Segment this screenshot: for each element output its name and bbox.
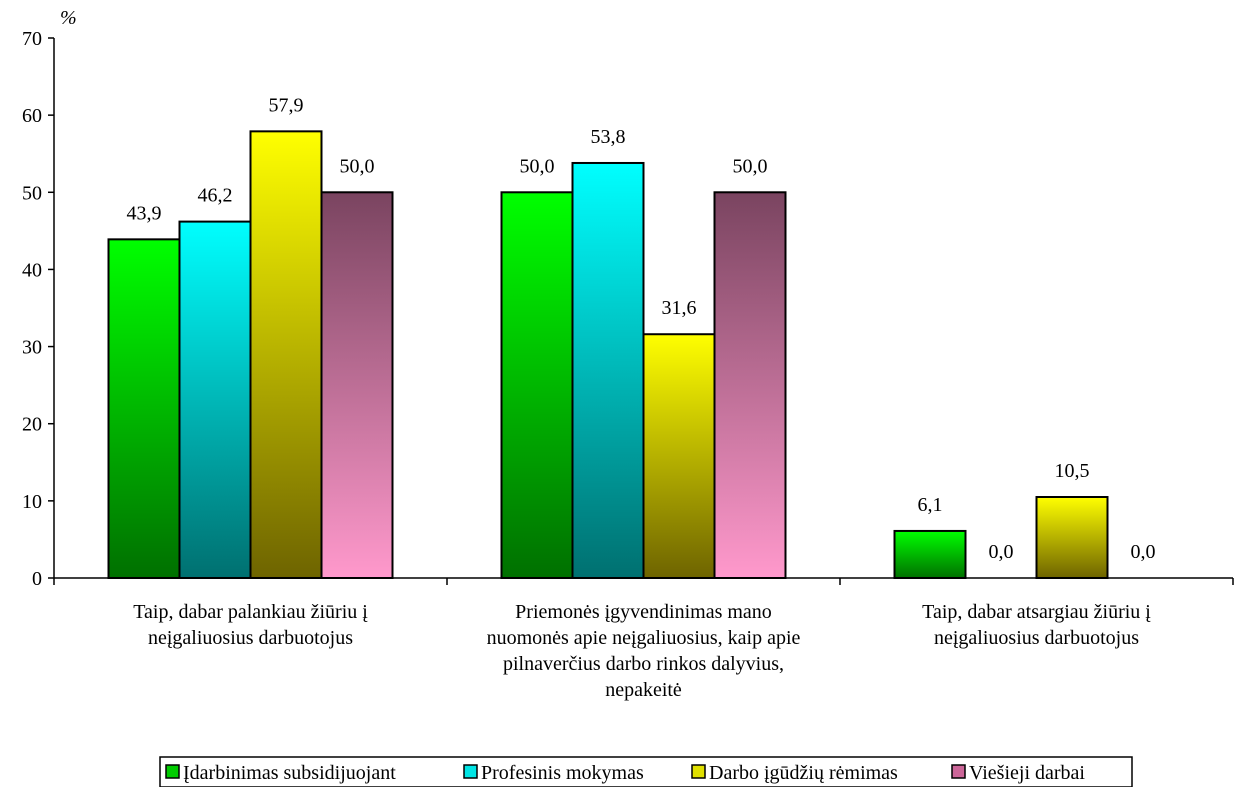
data-label: 0,0 <box>989 541 1014 563</box>
legend-box <box>159 756 1133 788</box>
legend-swatch <box>691 764 706 779</box>
bar <box>320 191 394 580</box>
data-label: 53,8 <box>591 126 626 148</box>
legend-label: Viešieji darbai <box>969 762 1085 784</box>
bar <box>1035 496 1109 579</box>
data-label: 57,9 <box>269 94 304 116</box>
category-labels: Taip, dabar palankiau žiūriu į neįgaliuos… <box>133 601 1151 701</box>
x-category-label: neįgaliuosius darbuotojus <box>934 627 1139 649</box>
legend-swatch <box>951 764 966 779</box>
y-tick-label: 10 <box>22 491 42 513</box>
y-tick-label: 30 <box>22 337 42 359</box>
bar <box>642 333 716 579</box>
y-tick-label: 20 <box>22 414 42 436</box>
bar <box>713 191 787 580</box>
data-label: 43,9 <box>127 202 162 224</box>
legend-swatch <box>463 764 478 779</box>
data-label: 0,0 <box>1131 541 1156 563</box>
x-category-label: pilnaverčius darbo rinkos dalyvius, <box>503 653 784 675</box>
x-category-label: Taip, dabar atsargiau žiūriu į <box>922 601 1151 623</box>
data-label: 6,1 <box>918 494 943 516</box>
legend: Įdarbinimas subsidijuojant Profesinis mok… <box>159 756 1133 788</box>
data-label: 46,2 <box>198 185 233 207</box>
data-label: 50,0 <box>520 155 555 177</box>
x-category-label: Priemonės įgyvendinimas mano <box>515 601 772 623</box>
legend-label: Darbo įgūdžių rėmimas <box>709 762 898 784</box>
y-tick-label: 60 <box>22 105 42 127</box>
x-category-label: nepakeitė <box>605 679 682 701</box>
bar <box>107 238 181 579</box>
bar <box>500 191 574 580</box>
bar <box>249 130 323 579</box>
x-category-label: Taip, dabar palankiau žiūriu į <box>133 601 368 623</box>
bars <box>107 130 1109 580</box>
data-label: 10,5 <box>1055 460 1090 482</box>
bar <box>571 161 645 579</box>
x-category-label: nuomonės apie neįgaliuosius, kaip apie <box>487 627 801 649</box>
bar <box>178 220 252 579</box>
bar <box>893 529 967 580</box>
x-category-label: neįgaliuosius darbuotojus <box>148 627 353 649</box>
data-label: 31,6 <box>662 297 697 319</box>
data-label: 50,0 <box>733 155 768 177</box>
y-tick-label: 0 <box>32 568 42 590</box>
legend-swatch <box>165 764 180 779</box>
legend-label: Profesinis mokymas <box>481 762 644 784</box>
y-tick-label: 70 <box>22 28 42 50</box>
y-unit-label: % <box>60 7 77 29</box>
data-label: 50,0 <box>340 155 375 177</box>
legend-label: Įdarbinimas subsidijuojant <box>183 762 396 784</box>
y-tick-label: 40 <box>22 259 42 281</box>
data-labels: 43,9 46,2 57,9 50,0 50,0 53,8 31,6 50,0 6,1 0,0 10… <box>127 94 1156 563</box>
y-tick-label: 50 <box>22 182 42 204</box>
